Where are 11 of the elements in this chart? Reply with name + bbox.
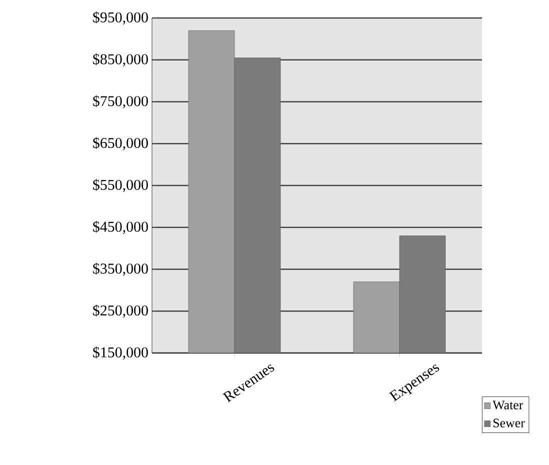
y-tick-label: $550,000 [93,178,148,192]
y-tick-label: $250,000 [93,304,148,318]
legend-label: Sewer [493,418,525,428]
y-tick-label: $850,000 [93,53,148,66]
y-tick-label: $650,000 [93,137,148,150]
y-tick-label: $750,000 [93,95,148,108]
y-tick-label: $950,000 [93,11,148,25]
y-tick-label: $150,000 [93,346,148,360]
y-tick-label: $450,000 [93,220,148,234]
y-tick-label: $350,000 [93,262,148,276]
legend-label: Water [492,400,524,410]
